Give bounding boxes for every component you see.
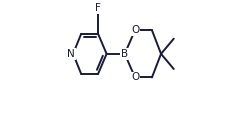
Text: O: O <box>131 72 139 82</box>
Text: N: N <box>67 49 75 59</box>
Text: F: F <box>95 3 101 13</box>
Text: B: B <box>121 49 128 59</box>
Text: O: O <box>131 25 139 35</box>
